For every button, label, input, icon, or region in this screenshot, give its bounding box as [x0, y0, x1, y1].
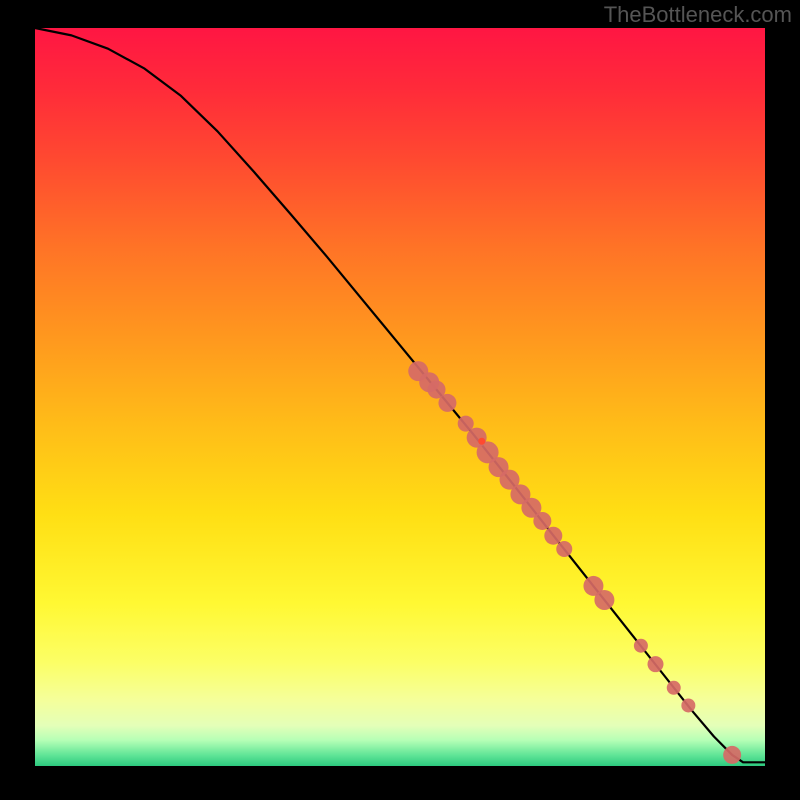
- chart-svg: [0, 0, 800, 800]
- plot-background: [35, 28, 765, 766]
- chart-stage: TheBottleneck.com: [0, 0, 800, 800]
- accent-dot: [478, 438, 485, 445]
- watermark-text: TheBottleneck.com: [604, 2, 792, 28]
